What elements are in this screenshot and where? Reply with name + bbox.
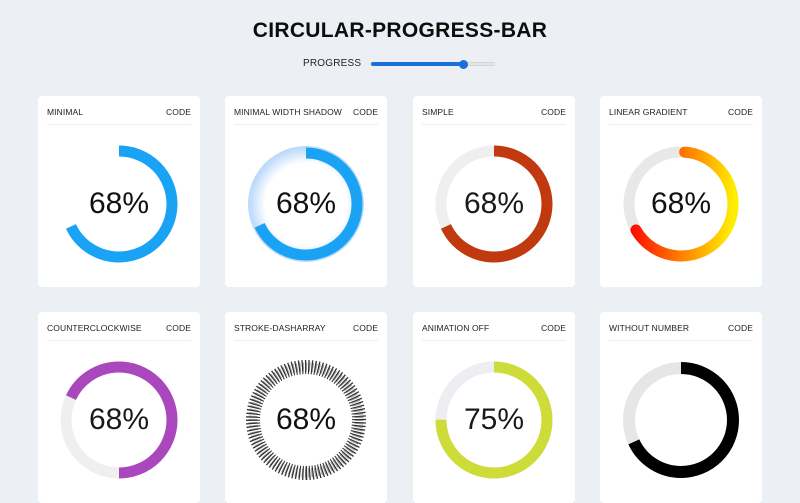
- circular-progress: [621, 360, 741, 480]
- circular-progress: 68%: [246, 360, 366, 480]
- card-without-number: WITHOUT NUMBER CODE: [600, 312, 762, 503]
- card-header: MINIMAL CODE: [47, 107, 191, 125]
- card-minimal: MINIMAL CODE 68%: [38, 96, 200, 287]
- card-header: SIMPLE CODE: [422, 107, 566, 125]
- code-button[interactable]: CODE: [541, 323, 566, 333]
- circular-progress: 75%: [434, 360, 554, 480]
- code-button[interactable]: CODE: [728, 323, 753, 333]
- card-title: COUNTERCLOCKWISE: [47, 323, 142, 333]
- code-button[interactable]: CODE: [166, 107, 191, 117]
- progress-ring-icon: [60, 145, 178, 263]
- circular-progress: 68%: [246, 144, 366, 264]
- circular-progress: 68%: [59, 144, 179, 264]
- card-minimal-width-shadow: MINIMAL WIDTH SHADOW CODE 68%: [225, 96, 387, 287]
- page-title: CIRCULAR-PROGRESS-BAR: [252, 19, 548, 42]
- progress-ring-icon: [248, 146, 364, 262]
- progress-ring-icon: [623, 146, 739, 262]
- circular-progress: 68%: [621, 144, 741, 264]
- card-counterclockwise: COUNTERCLOCKWISE CODE 68%: [38, 312, 200, 503]
- card-title: SIMPLE: [422, 107, 454, 117]
- progress-control: PROGRESS: [0, 57, 800, 73]
- card-simple: SIMPLE CODE 68%: [413, 96, 575, 287]
- card-title: STROKE-DASHARRAY: [234, 323, 326, 333]
- progress-slider[interactable]: [371, 60, 495, 69]
- card-header: WITHOUT NUMBER CODE: [609, 323, 753, 341]
- card-stroke-dasharray: STROKE-DASHARRAY CODE 68%: [225, 312, 387, 503]
- progress-value: 68%: [275, 187, 337, 220]
- code-button[interactable]: CODE: [541, 107, 566, 117]
- progress-value: 68%: [88, 403, 150, 436]
- progress-label: PROGRESS: [303, 58, 362, 69]
- circular-progress: 68%: [59, 360, 179, 480]
- progress-value: 68%: [275, 403, 337, 436]
- card-header: MINIMAL WIDTH SHADOW CODE: [234, 107, 378, 125]
- card-animation-off: ANIMATION OFF CODE 75%: [413, 312, 575, 503]
- code-button[interactable]: CODE: [166, 323, 191, 333]
- card-title: ANIMATION OFF: [422, 323, 490, 333]
- progress-value: 68%: [650, 187, 712, 220]
- card-header: ANIMATION OFF CODE: [422, 323, 566, 341]
- code-button[interactable]: CODE: [728, 107, 753, 117]
- card-header: STROKE-DASHARRAY CODE: [234, 323, 378, 341]
- progress-value: 68%: [463, 187, 525, 220]
- slider-thumb[interactable]: [459, 60, 468, 69]
- progress-value: [621, 360, 741, 480]
- circular-progress: 68%: [434, 144, 554, 264]
- card-header: COUNTERCLOCKWISE CODE: [47, 323, 191, 341]
- card-header: LINEAR GRADIENT CODE: [609, 107, 753, 125]
- card-title: MINIMAL WIDTH SHADOW: [234, 107, 342, 117]
- progress-ring-icon: [435, 145, 553, 263]
- progress-value: 75%: [463, 403, 525, 436]
- card-title: WITHOUT NUMBER: [609, 323, 690, 333]
- card-title: LINEAR GRADIENT: [609, 107, 688, 117]
- card-linear-gradient: LINEAR GRADIENT CODE 68%: [600, 96, 762, 287]
- slider-fill: [371, 62, 463, 66]
- card-title: MINIMAL: [47, 107, 84, 117]
- code-button[interactable]: CODE: [353, 323, 378, 333]
- progress-value: 68%: [88, 187, 150, 220]
- code-button[interactable]: CODE: [353, 107, 378, 117]
